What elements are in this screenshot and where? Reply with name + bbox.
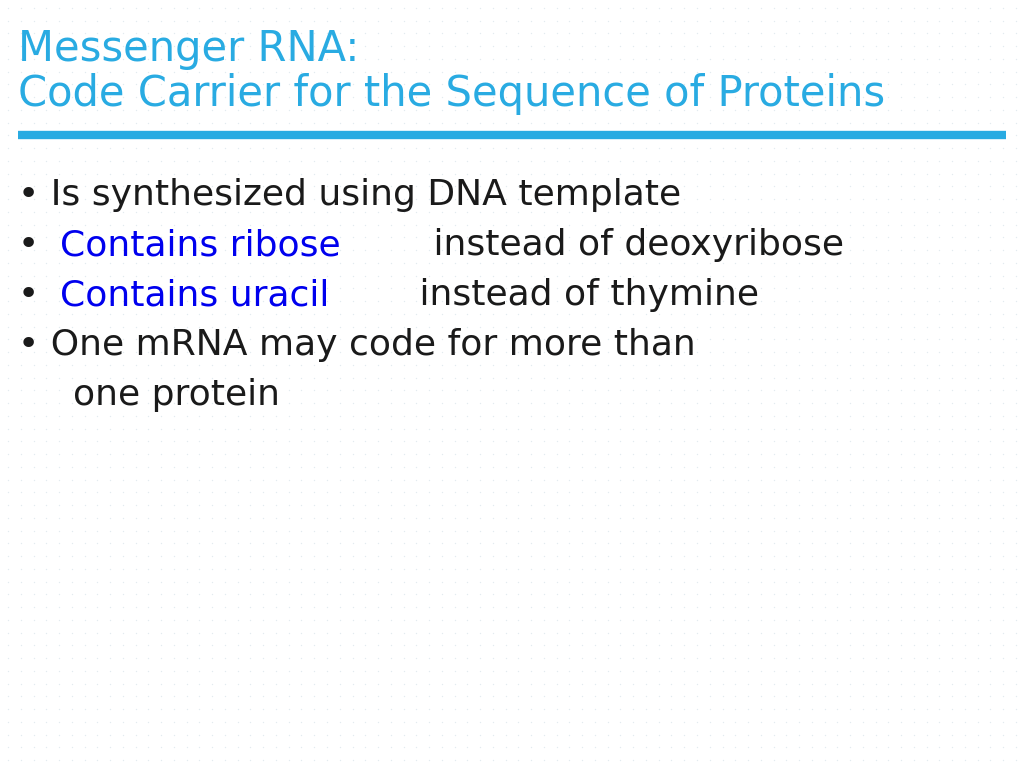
Text: instead of deoxyribose: instead of deoxyribose bbox=[422, 228, 845, 262]
Text: •: • bbox=[18, 228, 51, 262]
Text: Code Carrier for the Sequence of Proteins: Code Carrier for the Sequence of Protein… bbox=[18, 73, 885, 115]
Text: • One mRNA may code for more than: • One mRNA may code for more than bbox=[18, 328, 695, 362]
Text: Contains uracil: Contains uracil bbox=[60, 278, 330, 312]
Text: •: • bbox=[18, 278, 51, 312]
Text: Messenger RNA:: Messenger RNA: bbox=[18, 28, 359, 70]
Text: instead of thymine: instead of thymine bbox=[408, 278, 759, 312]
Text: Contains ribose: Contains ribose bbox=[60, 228, 341, 262]
Text: • Is synthesized using DNA template: • Is synthesized using DNA template bbox=[18, 178, 681, 212]
Text: one protein: one protein bbox=[50, 378, 280, 412]
